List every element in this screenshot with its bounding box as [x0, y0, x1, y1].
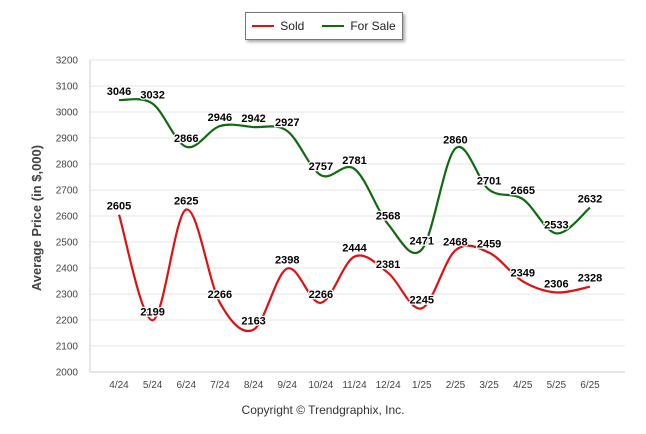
- x-tick-label: 3/25: [479, 380, 499, 391]
- legend-swatch-sold: [252, 25, 275, 27]
- legend-swatch-for-sale: [322, 25, 345, 27]
- y-tick-labels: 2000 2100 2200 2300 2400 2500 2600 2700 2800 2900…: [56, 56, 79, 379]
- legend-item-sold[interactable]: Sold: [252, 19, 304, 33]
- data-label-sold: 2398: [275, 255, 299, 267]
- data-labels: 2605 2199 2625 2266 2163 2398 2266 2444 2381 2245…: [106, 85, 604, 329]
- data-label-for-sale: 2942: [241, 113, 265, 125]
- series-line-for-sale: [118, 98, 591, 254]
- data-label-sold: 2381: [376, 259, 400, 271]
- x-tick-label: 11/24: [342, 380, 367, 391]
- y-tick-label: 3200: [56, 56, 79, 67]
- data-label-for-sale: 2665: [510, 185, 534, 197]
- x-tick-label: 9/24: [277, 380, 297, 391]
- data-label-sold: 2328: [578, 273, 602, 285]
- data-label-sold: 2266: [309, 289, 333, 301]
- series-line-sold: [117, 208, 591, 333]
- y-tick-label: 2600: [56, 212, 79, 223]
- x-tick-label: 12/24: [376, 380, 401, 391]
- data-label-sold: 2199: [140, 306, 164, 318]
- x-tick-label: 5/25: [547, 380, 567, 391]
- y-tick-label: 2000: [56, 368, 79, 379]
- x-tick-labels: 4/24 5/24 6/24 7/24 8/24 9/24 10/24 11/24 12/24 1…: [109, 380, 600, 391]
- copyright-footer: Copyright © Trendgraphix, Inc.: [241, 403, 405, 417]
- y-axis-label: Average Price (in $,000): [29, 145, 44, 291]
- data-label-sold: 2459: [477, 239, 501, 251]
- x-tick-label: 8/24: [244, 380, 264, 391]
- data-label-sold: 2266: [208, 289, 232, 301]
- legend-label-sold: Sold: [280, 19, 305, 33]
- x-tick-label: 6/24: [177, 380, 197, 391]
- x-tick-label: 1/25: [412, 380, 432, 391]
- data-label-for-sale: 3032: [140, 90, 164, 102]
- data-label-sold: 2625: [174, 196, 198, 208]
- y-tick-label: 3000: [56, 108, 79, 119]
- x-tick-label: 4/24: [109, 380, 129, 391]
- data-label-for-sale: 3046: [107, 86, 131, 98]
- legend: Sold For Sale: [245, 12, 403, 40]
- data-label-sold: 2468: [443, 236, 467, 248]
- y-tick-label: 2400: [56, 264, 79, 275]
- legend-label-for-sale: For Sale: [350, 19, 396, 33]
- x-tick-label: 6/25: [580, 380, 600, 391]
- y-tick-label: 2200: [56, 316, 79, 327]
- data-label-sold: 2349: [510, 267, 534, 279]
- data-label-for-sale: 2701: [477, 176, 501, 188]
- data-label-for-sale: 2533: [544, 219, 568, 231]
- x-tick-label: 2/25: [446, 380, 466, 391]
- data-label-for-sale: 2568: [376, 210, 400, 222]
- y-tick-label: 2900: [56, 134, 79, 145]
- data-label-for-sale: 2781: [342, 155, 366, 167]
- data-label-for-sale: 2471: [410, 236, 434, 248]
- data-label-for-sale: 2860: [443, 134, 467, 146]
- grid-lines: [89, 59, 625, 373]
- y-tick-label: 3100: [56, 82, 79, 93]
- data-label-for-sale: 2927: [275, 117, 299, 129]
- data-label-for-sale: 2632: [578, 194, 602, 206]
- data-label-for-sale: 2946: [208, 112, 232, 124]
- data-label-sold: 2163: [241, 316, 265, 328]
- legend-item-for-sale[interactable]: For Sale: [322, 19, 396, 33]
- data-label-sold: 2245: [410, 294, 434, 306]
- x-tick-label: 10/24: [308, 380, 333, 391]
- x-tick-label: 7/24: [210, 380, 230, 391]
- y-tick-label: 2300: [56, 290, 79, 301]
- series-lines: [117, 98, 591, 333]
- y-tick-label: 2500: [56, 238, 79, 249]
- data-label-for-sale: 2866: [174, 133, 198, 145]
- data-label-sold: 2306: [544, 278, 568, 290]
- y-tick-label: 2100: [56, 342, 79, 353]
- x-tick-label: 4/25: [513, 380, 533, 391]
- data-label-for-sale: 2757: [309, 161, 333, 173]
- data-label-sold: 2444: [342, 243, 367, 255]
- data-label-sold: 2605: [107, 201, 131, 213]
- y-tick-label: 2700: [56, 186, 79, 197]
- x-tick-label: 5/24: [143, 380, 163, 391]
- y-tick-label: 2800: [56, 160, 79, 171]
